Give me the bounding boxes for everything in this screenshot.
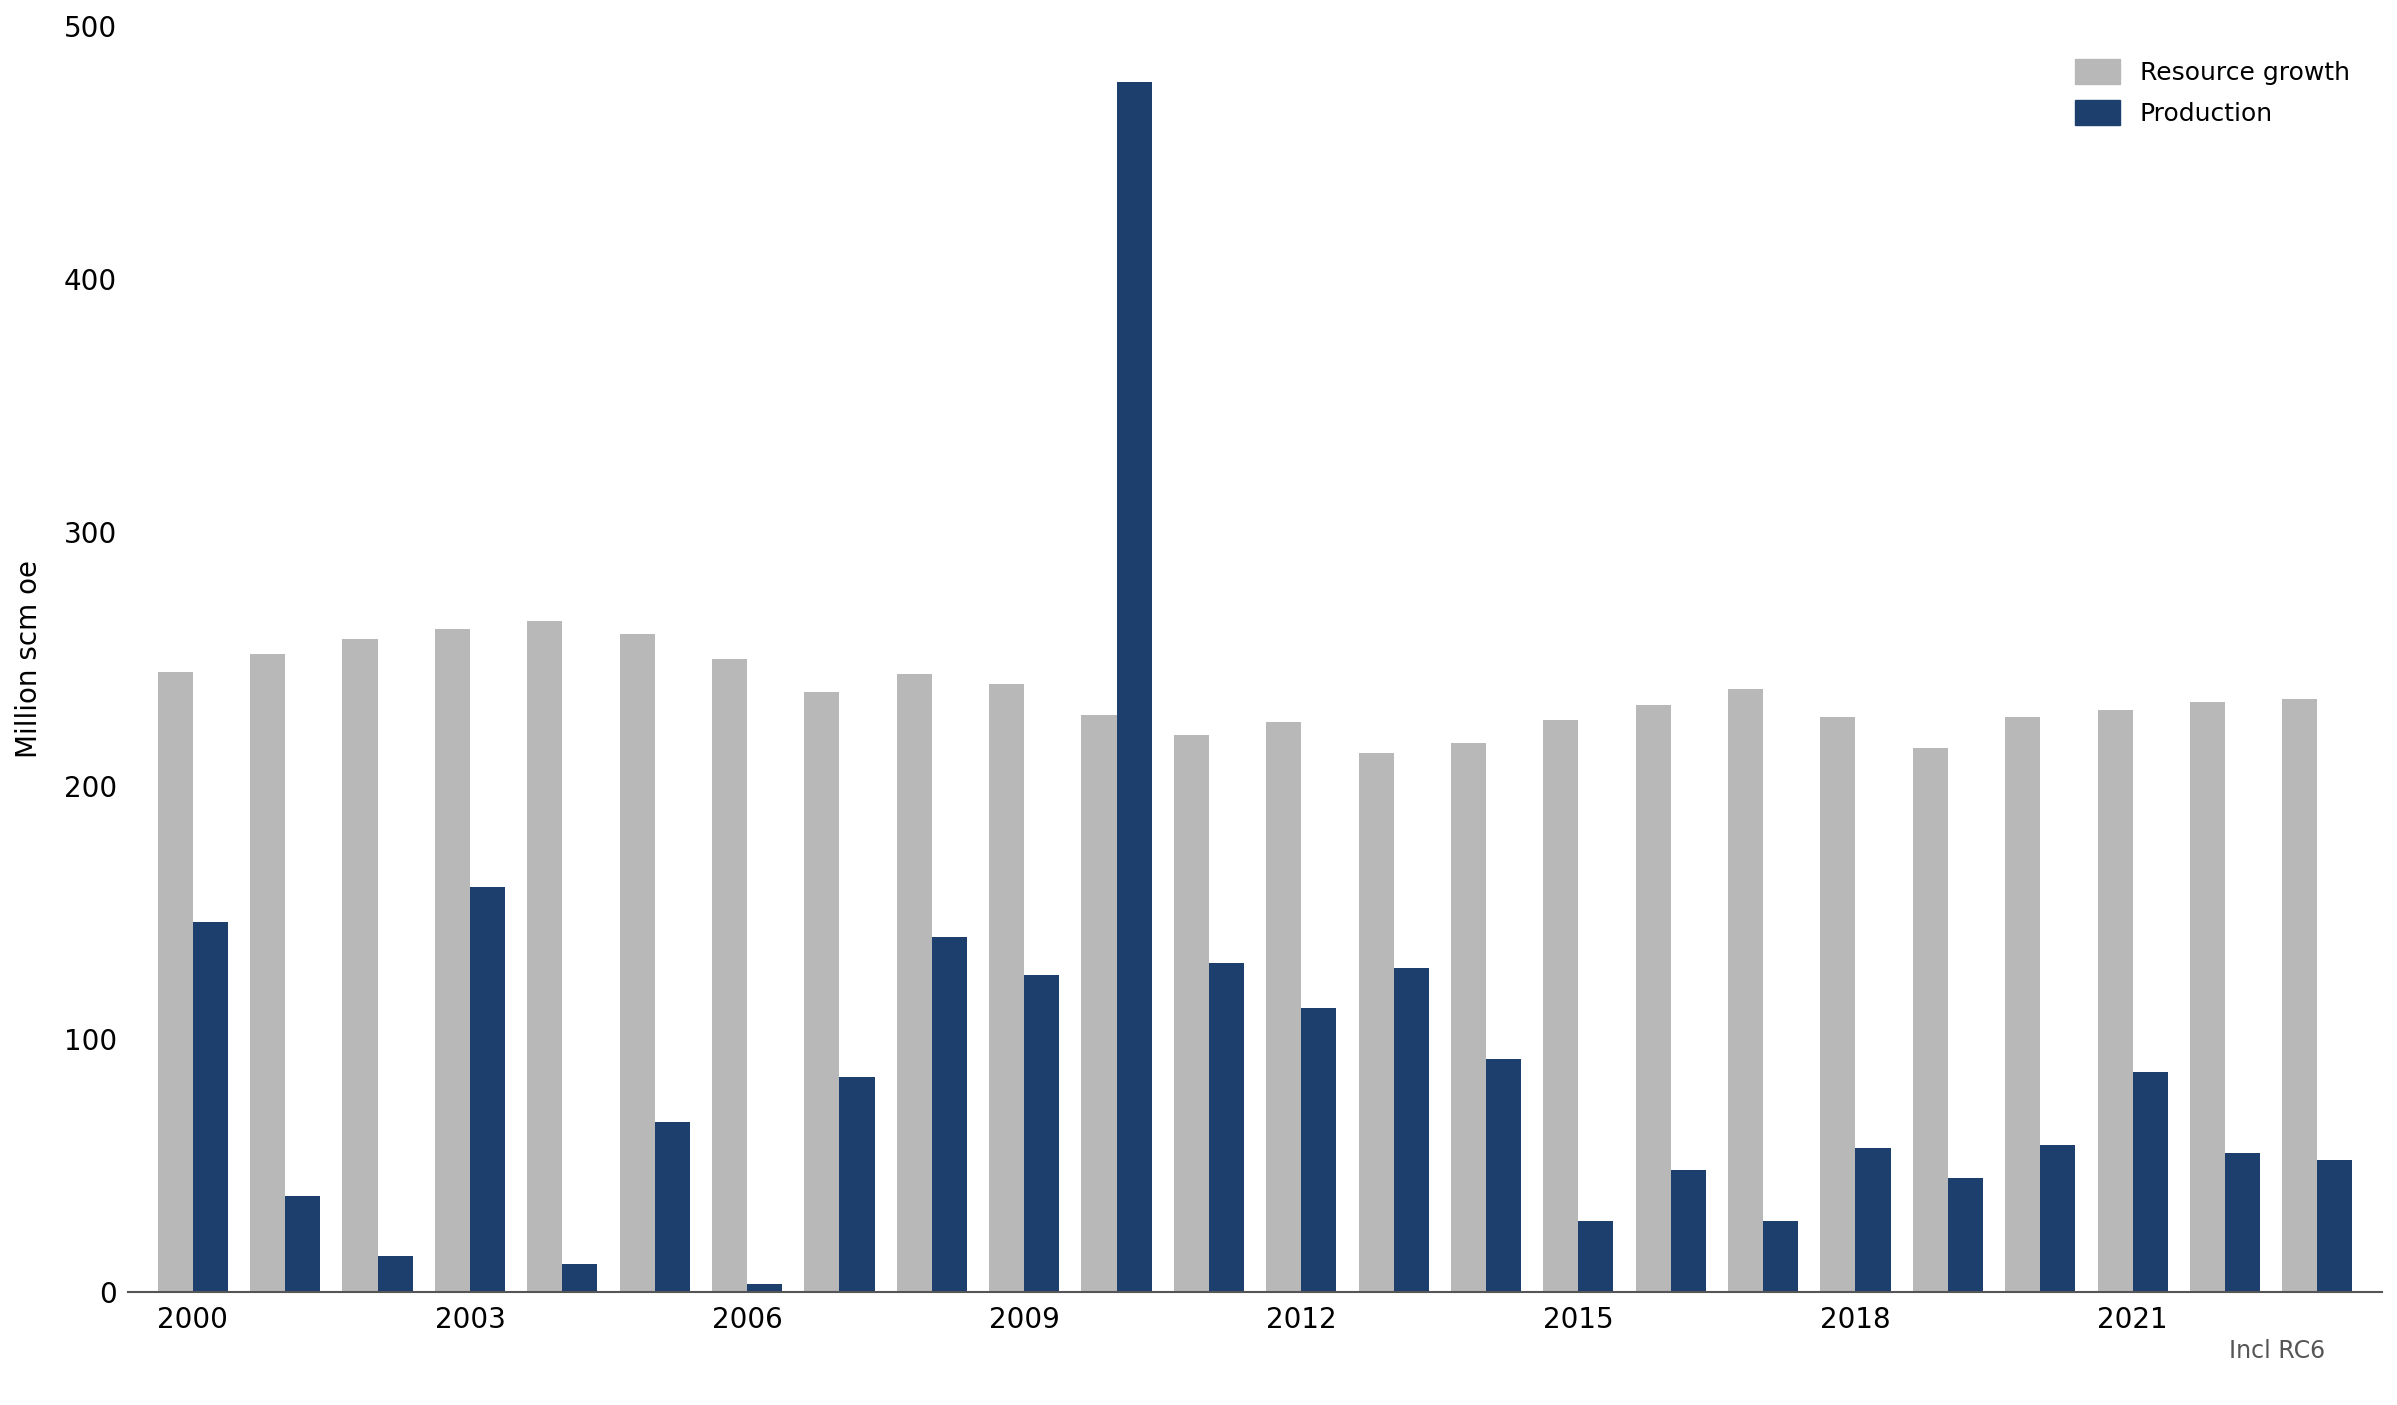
Bar (192, 922, 228, 1293)
Bar (1393, 968, 1429, 1293)
Bar (1117, 81, 1151, 1293)
Bar (1544, 719, 1577, 1293)
Bar (343, 639, 379, 1293)
Bar (1913, 747, 1949, 1293)
Bar (1208, 962, 1244, 1293)
Y-axis label: Million scm oe: Million scm oe (14, 561, 43, 757)
Bar (1728, 690, 1764, 1293)
Bar (2006, 717, 2040, 1293)
Bar (1024, 975, 1059, 1293)
Bar (896, 674, 932, 1293)
Bar (470, 887, 506, 1293)
Bar (434, 628, 470, 1293)
Bar (527, 621, 563, 1293)
Bar (1764, 1221, 1798, 1293)
Bar (1359, 753, 1393, 1293)
Bar (748, 1284, 781, 1293)
Bar (2224, 1152, 2260, 1293)
Bar (2318, 1161, 2351, 1293)
Bar (654, 1123, 690, 1293)
Text: Incl RC6: Incl RC6 (2229, 1339, 2325, 1363)
Bar (1855, 1148, 1891, 1293)
Bar (2040, 1145, 2076, 1293)
Bar (618, 634, 654, 1293)
Bar (1081, 715, 1117, 1293)
Bar (932, 937, 966, 1293)
Bar (1819, 717, 1855, 1293)
Bar (990, 684, 1024, 1293)
Bar (1302, 1009, 1338, 1293)
Bar (805, 691, 839, 1293)
Bar (1175, 735, 1208, 1293)
Bar (2282, 700, 2318, 1293)
Bar (249, 653, 285, 1293)
Bar (1486, 1059, 1522, 1293)
Bar (1450, 742, 1486, 1293)
Bar (2133, 1072, 2167, 1293)
Bar (1266, 722, 1302, 1293)
Bar (563, 1264, 597, 1293)
Bar (379, 1256, 412, 1293)
Bar (1949, 1177, 1982, 1293)
Bar (1635, 704, 1671, 1293)
Legend: Resource growth, Production: Resource growth, Production (2054, 38, 2371, 146)
Bar (712, 659, 748, 1293)
Bar (1671, 1170, 1707, 1293)
Bar (839, 1076, 875, 1293)
Bar (158, 672, 192, 1293)
Bar (1577, 1221, 1613, 1293)
Bar (2097, 710, 2133, 1293)
Bar (285, 1196, 321, 1293)
Bar (2191, 702, 2224, 1293)
